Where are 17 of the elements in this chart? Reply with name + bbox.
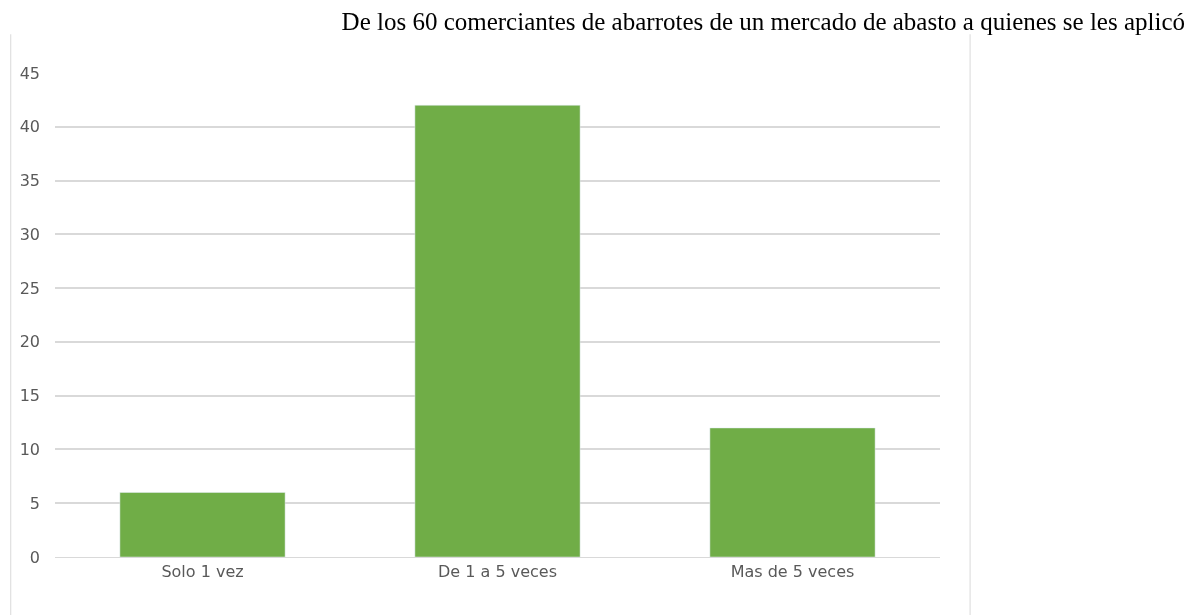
chart-title: De los 60 comerciantes de abarrotes de un mercado de abasto a quienes se les aplicó <box>341 7 1185 35</box>
x-tick-label: Solo 1 vez <box>161 562 244 582</box>
y-tick-label: 30 <box>19 224 40 244</box>
bar <box>119 492 286 557</box>
y-tick-label: 40 <box>19 117 40 137</box>
y-tick-label: 10 <box>19 440 40 460</box>
y-tick-label: 0 <box>29 547 40 567</box>
x-tick-label: De 1 a 5 veces <box>438 562 557 582</box>
y-tick-label: 45 <box>19 63 40 83</box>
y-tick-label: 25 <box>19 278 40 298</box>
bar <box>414 105 581 557</box>
bar <box>709 427 876 557</box>
y-tick-label: 35 <box>19 171 40 191</box>
y-tick-label: 5 <box>29 493 40 513</box>
y-tick-label: 15 <box>19 386 40 406</box>
y-tick-label: 20 <box>19 332 40 352</box>
x-tick-label: Mas de 5 veces <box>730 562 855 582</box>
